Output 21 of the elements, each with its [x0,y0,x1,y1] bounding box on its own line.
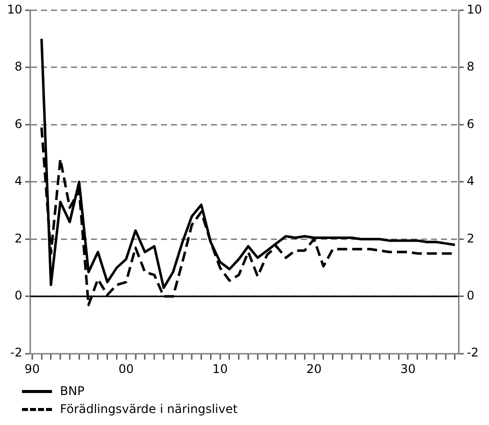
x-tick-label: 20 [306,362,322,376]
x-tick-label: 10 [212,362,228,376]
y2-tick-label: -2 [466,346,479,360]
y2-tick-label: 0 [466,288,474,302]
y2-tick-label: 10 [466,2,482,16]
legend-label: Förädlingsvärde i näringslivet [60,402,238,416]
x-tick-label: 30 [400,362,416,376]
y2-tick-label: 4 [466,174,474,188]
y2-tick-label: 8 [466,60,474,74]
y-tick-label: 0 [14,288,22,302]
y-tick-label: 2 [14,231,22,246]
y-tick-label: -2 [10,346,22,360]
x-tick-label: 90 [24,362,40,376]
legend-label: BNP [60,384,84,398]
y-tick-label: 4 [14,174,22,188]
x-tick-label: 00 [118,362,134,376]
y2-tick-label: 6 [466,116,474,131]
y-tick-label: 10 [6,2,22,16]
y2-tick-label: 2 [466,231,474,246]
y-tick-label: 6 [14,116,22,131]
y-tick-label: 8 [14,60,22,74]
